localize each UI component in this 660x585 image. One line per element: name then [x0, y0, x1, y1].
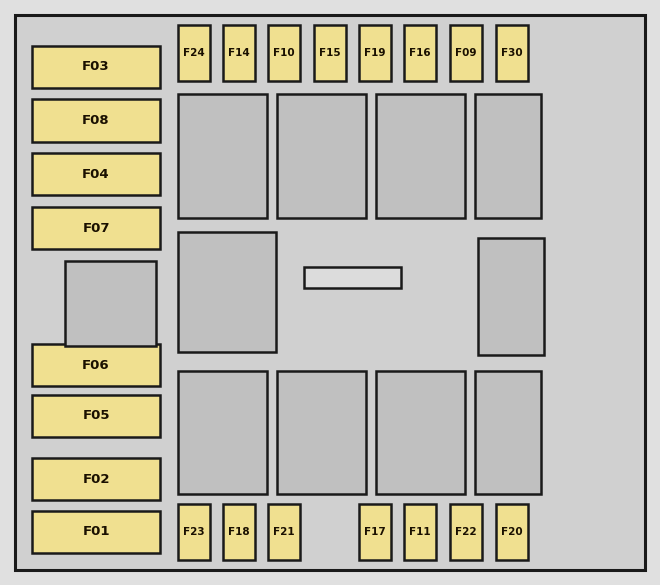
- Bar: [178, 504, 210, 560]
- Text: F18: F18: [228, 527, 249, 538]
- Bar: [478, 238, 544, 355]
- Bar: [32, 99, 160, 142]
- Bar: [178, 371, 267, 494]
- Bar: [32, 395, 160, 437]
- Bar: [268, 25, 300, 81]
- Bar: [32, 344, 160, 386]
- Text: F15: F15: [319, 47, 341, 58]
- Bar: [376, 371, 465, 494]
- Text: F02: F02: [82, 473, 110, 486]
- Bar: [376, 94, 465, 218]
- Bar: [359, 504, 391, 560]
- Bar: [178, 25, 210, 81]
- Bar: [475, 371, 541, 494]
- Bar: [223, 504, 255, 560]
- Bar: [450, 25, 482, 81]
- Bar: [32, 207, 160, 249]
- Bar: [65, 261, 156, 346]
- Bar: [304, 267, 401, 288]
- Text: F20: F20: [502, 527, 523, 538]
- Bar: [359, 25, 391, 81]
- Text: F05: F05: [82, 410, 110, 422]
- Text: F08: F08: [82, 114, 110, 127]
- Bar: [496, 25, 528, 81]
- Text: F11: F11: [409, 527, 430, 538]
- Text: F07: F07: [82, 222, 110, 235]
- Text: F23: F23: [183, 527, 205, 538]
- Bar: [178, 232, 276, 352]
- Text: F14: F14: [228, 47, 249, 58]
- Text: F06: F06: [82, 359, 110, 371]
- Text: F19: F19: [364, 47, 385, 58]
- Bar: [475, 94, 541, 218]
- Bar: [404, 25, 436, 81]
- Bar: [277, 94, 366, 218]
- Text: F16: F16: [409, 47, 430, 58]
- Text: F03: F03: [82, 60, 110, 73]
- Text: F09: F09: [455, 47, 477, 58]
- Bar: [32, 511, 160, 553]
- Bar: [277, 371, 366, 494]
- Text: F30: F30: [502, 47, 523, 58]
- Bar: [178, 94, 267, 218]
- Bar: [32, 46, 160, 88]
- Bar: [450, 504, 482, 560]
- Text: F10: F10: [273, 47, 294, 58]
- Bar: [223, 25, 255, 81]
- Text: F17: F17: [364, 527, 385, 538]
- Bar: [32, 153, 160, 195]
- Bar: [404, 504, 436, 560]
- Text: F22: F22: [455, 527, 477, 538]
- Text: F21: F21: [273, 527, 294, 538]
- Bar: [496, 504, 528, 560]
- Text: F24: F24: [183, 47, 205, 58]
- Text: F04: F04: [82, 168, 110, 181]
- Bar: [314, 25, 346, 81]
- Bar: [32, 458, 160, 500]
- Text: F01: F01: [82, 525, 110, 538]
- Bar: [268, 504, 300, 560]
